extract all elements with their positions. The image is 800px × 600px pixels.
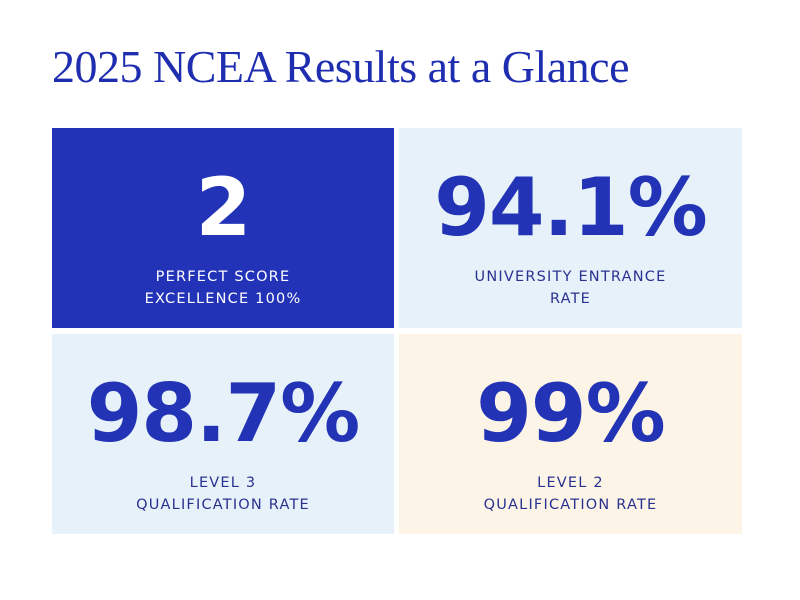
stat-label-line: LEVEL 2 — [537, 475, 604, 491]
stat-label-line: QUALIFICATION RATE — [483, 497, 658, 513]
stat-label-line: PERFECT SCORE — [155, 269, 291, 285]
stat-card: 2 PERFECT SCORE EXCELLENCE 100% — [52, 128, 394, 328]
stat-label-line: QUALIFICATION RATE — [136, 497, 310, 513]
stat-label-line: RATE — [549, 291, 592, 307]
stat-card: 98.7% LEVEL 3 QUALIFICATION RATE — [52, 334, 394, 534]
stat-label-line: EXCELLENCE 100% — [144, 291, 302, 307]
title: 2025 NCEA Results at a Glance — [52, 41, 630, 92]
stat-label-line: UNIVERSITY ENTRANCE — [474, 269, 667, 285]
stat-label: LEVEL 3 QUALIFICATION RATE — [136, 472, 310, 516]
stat-label: UNIVERSITY ENTRANCE RATE — [475, 266, 667, 310]
stat-value: 94.1% — [434, 161, 708, 254]
stat-label: LEVEL 2 QUALIFICATION RATE — [484, 472, 658, 516]
stat-card: 94.1% UNIVERSITY ENTRANCE RATE — [399, 128, 742, 328]
stat-card: 99% LEVEL 2 QUALIFICATION RATE — [399, 334, 742, 534]
stat-label: PERFECT SCORE EXCELLENCE 100% — [145, 266, 302, 310]
stat-value: 2 — [195, 161, 252, 254]
stat-value: 99% — [476, 367, 665, 460]
stat-label-line: LEVEL 3 — [189, 475, 257, 491]
stat-value: 98.7% — [86, 367, 361, 460]
